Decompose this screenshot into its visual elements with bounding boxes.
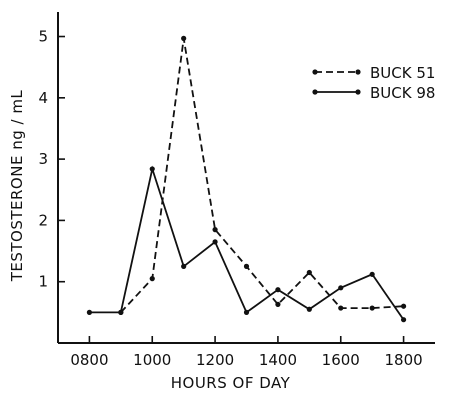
data-point xyxy=(181,263,187,269)
data-point xyxy=(212,239,218,245)
data-point xyxy=(400,317,407,323)
data-point xyxy=(243,309,250,315)
data-point xyxy=(243,263,250,269)
data-point xyxy=(306,269,312,276)
legend-marker xyxy=(355,89,361,95)
x-ticks: 0800 1000 1200 1400 1600 1800 xyxy=(70,336,423,369)
y-tick-label: 3 xyxy=(38,150,48,168)
data-point xyxy=(275,301,281,307)
x-axis-label: HOURS OF DAY xyxy=(171,374,291,392)
legend-marker xyxy=(312,69,318,75)
data-point xyxy=(149,166,155,172)
legend-item: BUCK 98 xyxy=(312,84,435,102)
chart-axes xyxy=(57,12,435,344)
data-point xyxy=(118,309,124,315)
y-tick-label: 1 xyxy=(38,273,48,291)
y-tick-label: 4 xyxy=(38,89,48,107)
data-point xyxy=(275,287,281,293)
series-layer xyxy=(86,35,407,323)
legend: BUCK 51 BUCK 98 xyxy=(312,64,435,102)
data-point xyxy=(338,305,344,311)
data-point xyxy=(212,227,218,233)
y-ticks: 1 2 3 4 5 xyxy=(38,28,65,291)
series-buck-98 xyxy=(86,165,407,323)
data-point xyxy=(400,303,407,309)
data-point xyxy=(369,305,375,311)
x-tick-label: 1600 xyxy=(322,351,360,369)
x-tick-label: 1400 xyxy=(259,351,297,369)
series-line xyxy=(89,165,405,321)
y-axis-label: TESTOSTERONE ng / mL xyxy=(8,90,26,283)
x-tick-label: 1800 xyxy=(384,351,422,369)
y-tick-label: 5 xyxy=(38,28,48,46)
series-buck-51 xyxy=(118,35,407,315)
y-tick-label: 2 xyxy=(38,211,48,229)
legend-marker xyxy=(312,89,318,95)
x-tick-label: 1000 xyxy=(133,351,171,369)
data-point xyxy=(306,306,312,312)
data-point xyxy=(369,271,375,277)
legend-item: BUCK 51 xyxy=(312,64,435,82)
legend-label: BUCK 51 xyxy=(370,64,435,82)
x-tick-label: 1200 xyxy=(196,351,234,369)
data-point xyxy=(181,35,187,41)
legend-marker xyxy=(355,69,361,75)
data-point xyxy=(338,285,344,291)
data-point xyxy=(86,309,93,315)
data-point xyxy=(149,276,155,282)
series-line xyxy=(120,38,404,314)
legend-label: BUCK 98 xyxy=(370,84,435,102)
x-tick-label: 0800 xyxy=(70,351,108,369)
